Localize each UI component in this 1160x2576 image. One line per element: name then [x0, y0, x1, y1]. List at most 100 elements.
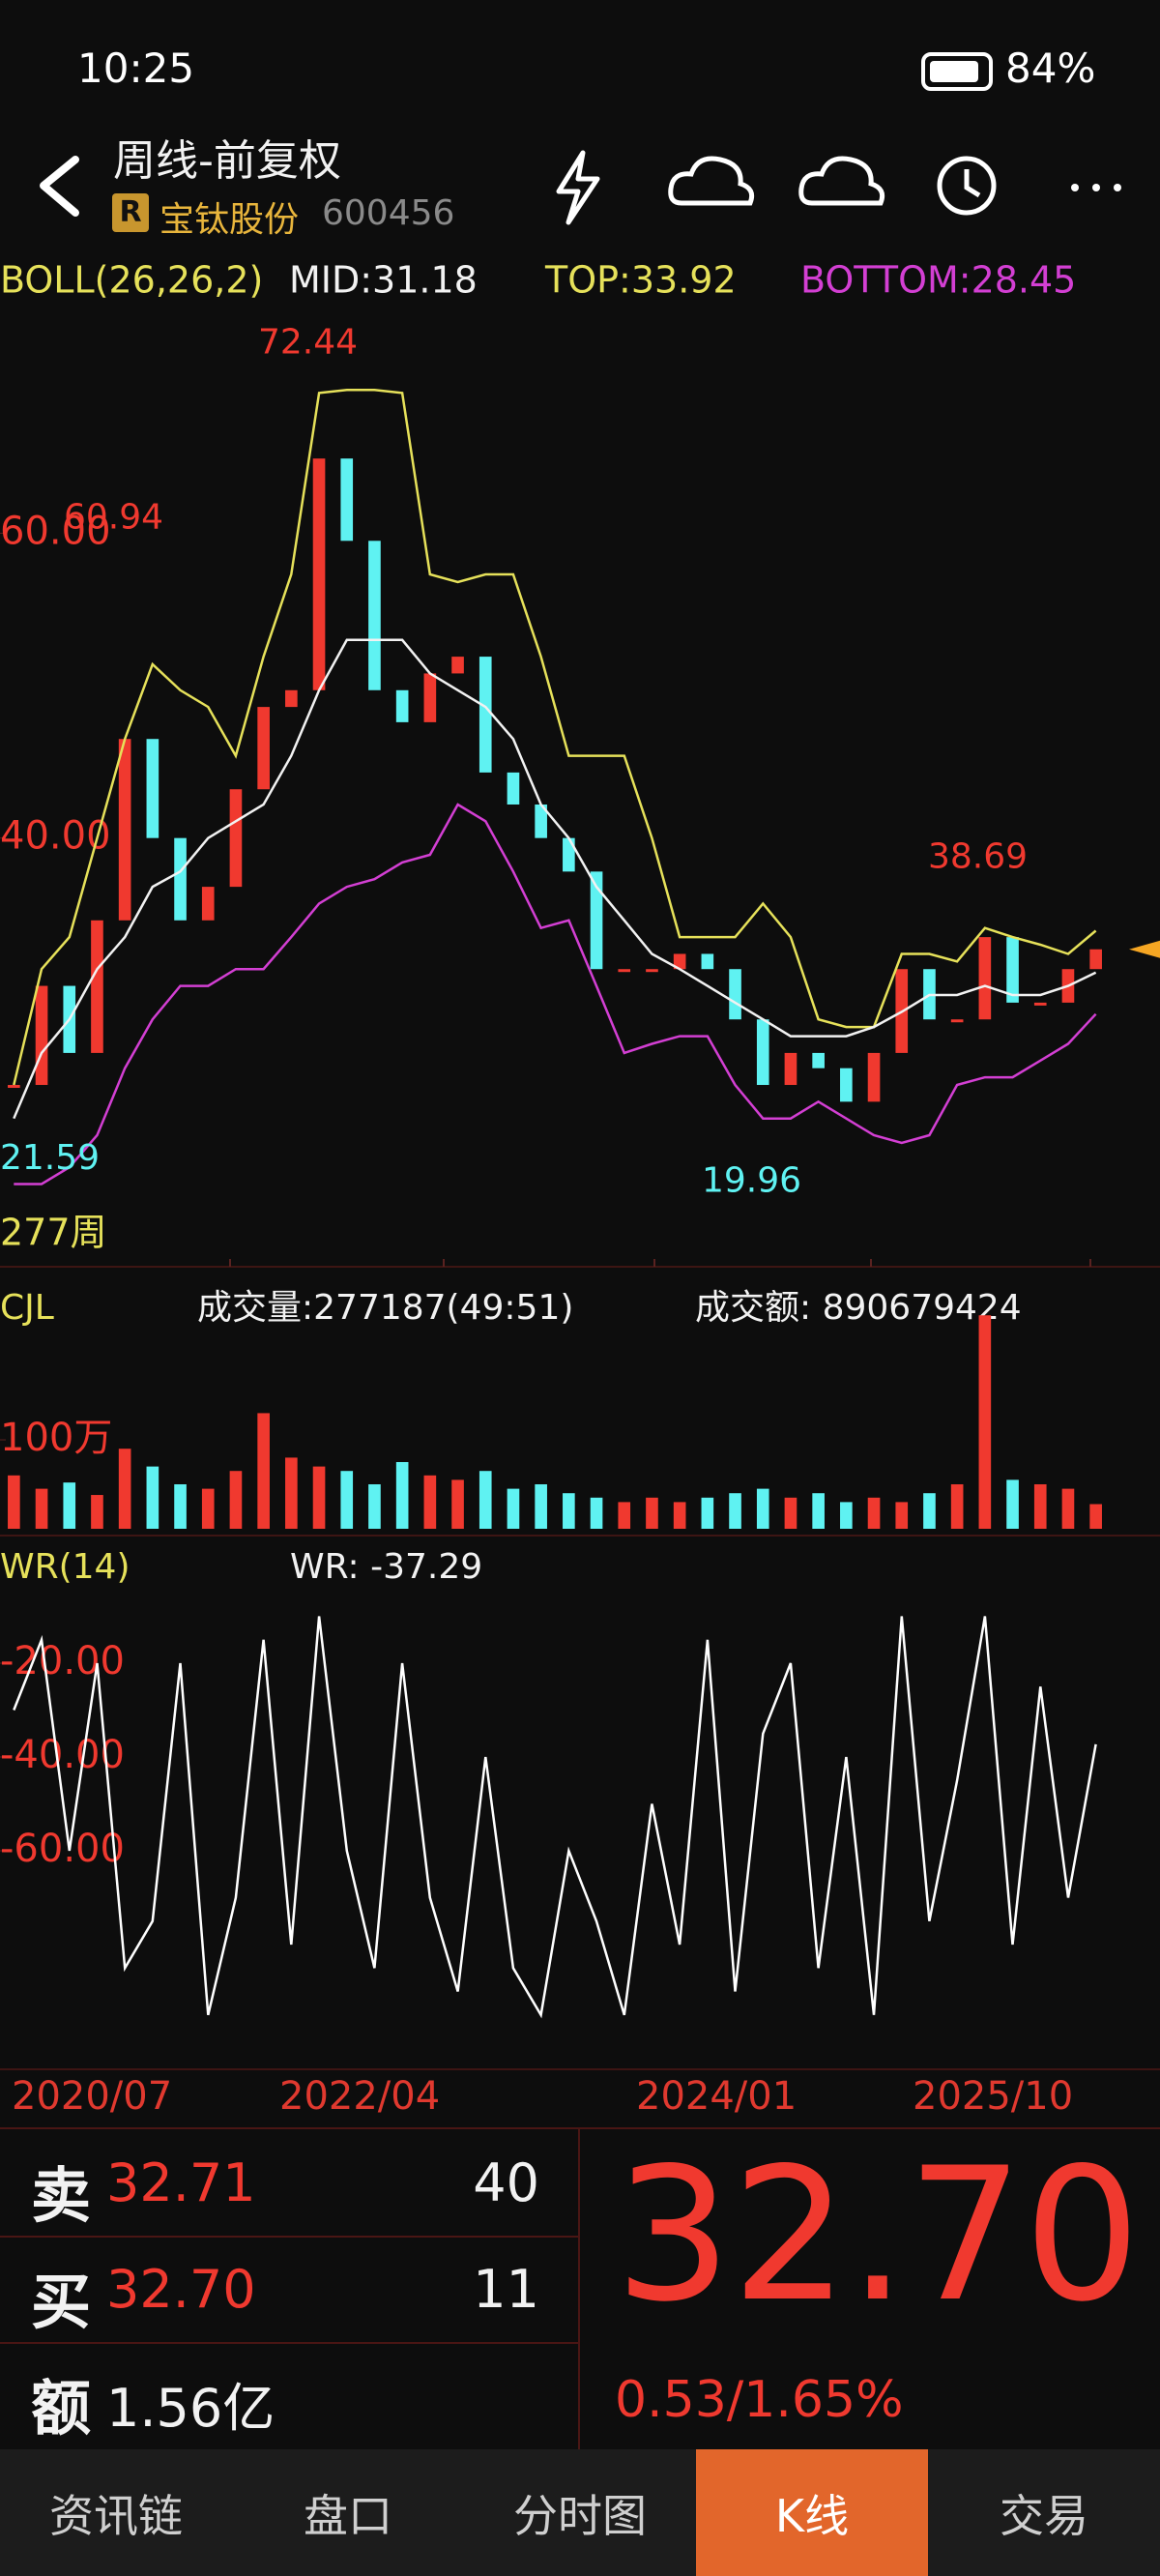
candle — [978, 937, 992, 1020]
sell-price: 32.71 — [106, 2152, 256, 2213]
candle — [201, 887, 215, 921]
candle — [950, 1019, 964, 1023]
volume-bar — [646, 1497, 658, 1529]
period-label: 277周 — [0, 1212, 107, 1254]
candle — [784, 1052, 798, 1086]
candle — [1006, 937, 1019, 1003]
volume-bar — [673, 1502, 686, 1529]
tab-bar: 资讯链 盘口 分时图 K线 交易 — [0, 2449, 1160, 2576]
volume-bar — [950, 1484, 964, 1529]
price-annotation: 72.44 — [258, 322, 358, 362]
price-annotation: 19.96 — [702, 1161, 801, 1201]
amount-row: 额 1.56亿 — [0, 2342, 578, 2448]
volume-bar — [423, 1475, 437, 1529]
amount-text: 成交额: 890679424 — [695, 1288, 1022, 1328]
candle — [756, 1019, 769, 1086]
more-dot[interactable] — [1071, 184, 1079, 191]
page-title: 周线-前复权 — [113, 136, 341, 186]
volume-bar — [867, 1497, 881, 1529]
cloud-sync-icon[interactable] — [798, 156, 885, 206]
bottom-label: BOTTOM:28.45 — [800, 259, 1076, 302]
more-dot[interactable] — [1092, 184, 1100, 191]
candle — [118, 739, 131, 921]
volume-bar — [535, 1484, 547, 1529]
buy-price: 32.70 — [106, 2259, 256, 2320]
battery-icon — [921, 52, 993, 91]
buy-row: 买 32.70 11 — [0, 2236, 578, 2344]
candle — [8, 1085, 20, 1089]
candle — [340, 458, 354, 542]
candle — [812, 1052, 825, 1068]
candle — [840, 1068, 853, 1102]
y-tick-label: 100万 — [0, 1416, 112, 1460]
candle — [618, 969, 631, 973]
stock-code: 600456 — [322, 193, 455, 233]
more-dot[interactable] — [1114, 184, 1121, 191]
volume-bar — [63, 1482, 76, 1529]
volume-bar — [229, 1471, 243, 1529]
price-annotation: 21.59 — [0, 1138, 100, 1178]
y-tick-label: -60.00 — [0, 1827, 125, 1871]
sell-label: 卖 — [31, 2160, 92, 2231]
candle — [478, 657, 492, 773]
volume-bar — [1061, 1488, 1075, 1529]
volume-bar — [285, 1457, 298, 1529]
y-tick-label: 40.00 — [0, 814, 111, 859]
volume-bar — [451, 1479, 464, 1529]
volume-bar — [368, 1484, 381, 1529]
volume-bar — [146, 1466, 160, 1529]
tab[interactable]: 分时图 — [513, 2489, 647, 2542]
volume-bar — [618, 1502, 631, 1529]
tab[interactable]: 盘口 — [304, 2489, 392, 2542]
indicator-label: WR(14) — [0, 1547, 130, 1587]
boll-line — [13, 638, 1097, 1120]
indicator-label: CJL — [0, 1288, 54, 1328]
battery-fill — [930, 61, 978, 82]
date-label: 2022/04 — [279, 2074, 440, 2119]
volume-bar — [507, 1488, 520, 1529]
volume-bar — [978, 1315, 992, 1529]
y-tick-label: 60.00 — [0, 509, 111, 553]
volume-bar — [91, 1495, 103, 1529]
date-label: 2024/01 — [636, 2074, 797, 2119]
volume-bar — [1089, 1504, 1102, 1529]
volume-bar — [784, 1497, 798, 1529]
volume-bar — [340, 1471, 354, 1529]
candle — [395, 689, 409, 722]
volume-bar — [756, 1488, 769, 1529]
candle — [229, 789, 243, 888]
amount-label: 额 — [31, 2373, 92, 2444]
candle — [285, 689, 298, 708]
flash-icon[interactable] — [556, 150, 600, 225]
history-icon[interactable] — [937, 156, 997, 216]
candle — [423, 673, 437, 722]
tab[interactable]: 资讯链 — [49, 2489, 183, 2542]
divider — [578, 2129, 580, 2451]
candle — [701, 953, 714, 970]
buy-volume: 11 — [473, 2259, 539, 2320]
back-button[interactable] — [40, 156, 79, 217]
y-tick-label: -20.00 — [0, 1639, 125, 1683]
top-icons — [40, 52, 1121, 225]
volume-bar — [701, 1497, 714, 1529]
volume-bar — [257, 1413, 270, 1529]
candle — [867, 1052, 881, 1102]
volume-bar — [563, 1493, 575, 1529]
candle — [312, 458, 326, 690]
cloud-flash-icon[interactable] — [668, 156, 755, 206]
amount-value: 1.56亿 — [106, 2378, 276, 2439]
volume-bar — [8, 1475, 20, 1529]
sell-volume: 40 — [473, 2152, 539, 2213]
price-change: 0.53/1.65% — [615, 2371, 904, 2429]
candle — [729, 969, 741, 1020]
status-time: 10:25 — [77, 44, 195, 92]
tab[interactable]: 交易 — [1000, 2489, 1088, 2542]
price-annotation: 38.69 — [928, 836, 1028, 876]
volume-bar — [478, 1471, 492, 1529]
tab[interactable]: K线 — [696, 2449, 928, 2576]
boll-line — [14, 803, 1097, 1186]
date-label: 2020/07 — [12, 2074, 172, 2119]
volume-bar — [1006, 1479, 1019, 1529]
candle — [174, 837, 187, 921]
status-battery: 84% — [1005, 44, 1096, 92]
